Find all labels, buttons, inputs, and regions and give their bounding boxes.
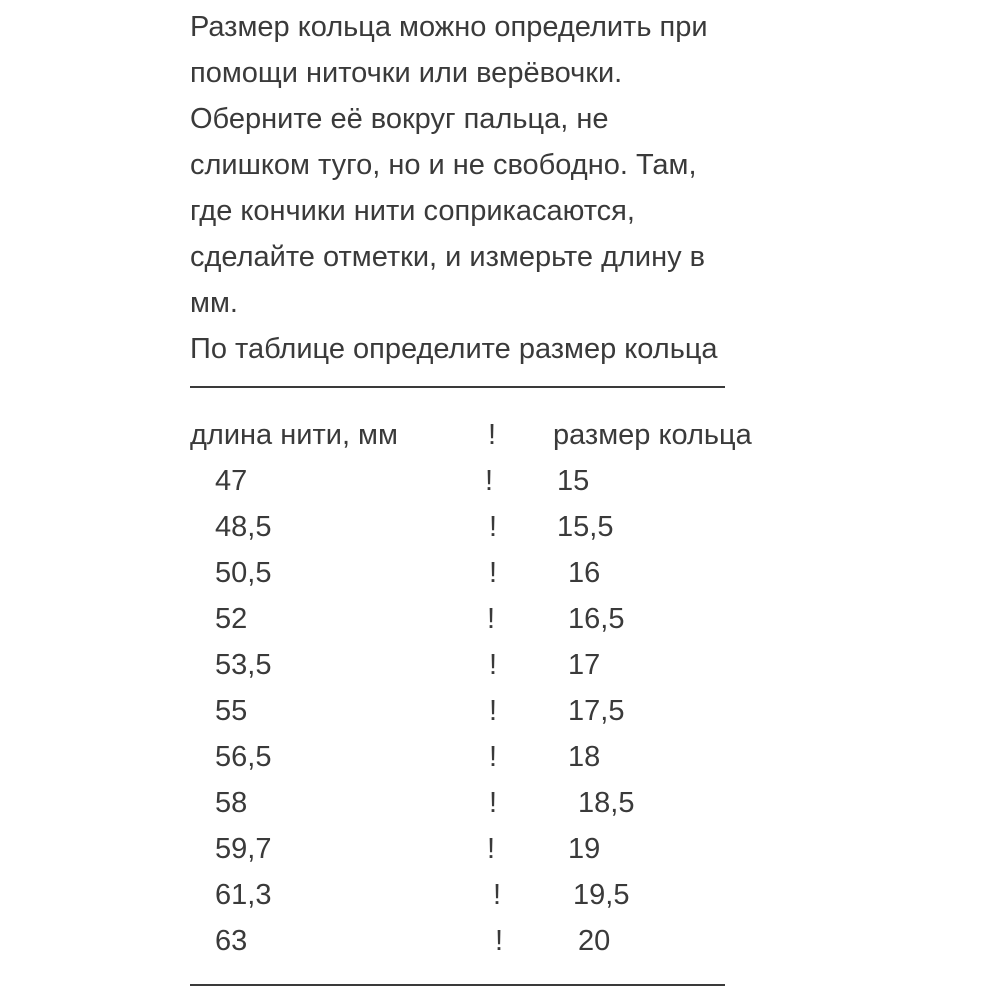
table-row: 48,5! 15,5 (0, 504, 1000, 550)
text-line: помощи ниточки или верёвочки. (190, 57, 623, 89)
thread-length-cell: 58 (215, 787, 248, 819)
separator-cell: ! (489, 511, 498, 543)
text-line: слишком туго, но и не свободно. Там, (190, 149, 697, 181)
separator-cell: ! (493, 879, 502, 911)
thread-length-cell: 52 (215, 603, 248, 635)
thread-length-cell: 53,5 (215, 649, 272, 681)
table-row: 63! 20 (0, 918, 1000, 964)
thread-length-cell: 59,7 (215, 833, 272, 865)
ring-size-cell: 17,5 (568, 695, 625, 727)
table-header: длина нити, мм ! размер кольца (0, 412, 1000, 458)
ring-size-cell: 17 (568, 649, 601, 681)
text-line: мм. (190, 287, 238, 319)
separator-cell: ! (489, 649, 498, 681)
separator-cell: ! (487, 833, 496, 865)
table-row: 58! 18,5 (0, 780, 1000, 826)
separator-cell: ! (489, 695, 498, 727)
thread-length-cell: 63 (215, 925, 248, 957)
separator-cell: ! (489, 741, 498, 773)
table-row: 53,5! 17 (0, 642, 1000, 688)
ring-size-cell: 19 (568, 833, 601, 865)
table-row: 52! 16,5 (0, 596, 1000, 642)
text-line: сделайте отметки, и измерьте длину в (190, 241, 706, 273)
text-line: Размер кольца можно определить при (190, 11, 708, 43)
separator-cell: ! (485, 465, 494, 497)
ring-size-cell: 18,5 (578, 787, 635, 819)
separator-cell: ! (489, 557, 498, 589)
text-line: где кончики нити соприкасаются, (190, 195, 635, 227)
thread-length-cell: 56,5 (215, 741, 272, 773)
ring-size-cell: 15 (557, 465, 590, 497)
text-line: По таблице определите размер кольца (190, 333, 718, 365)
thread-length-cell: 48,5 (215, 511, 272, 543)
text-line: Оберните её вокруг пальца, не (190, 103, 609, 135)
thread-length-cell: 55 (215, 695, 248, 727)
table-row: 50,5! 16 (0, 550, 1000, 596)
separator-cell: ! (489, 787, 498, 819)
instructions-text: Размер кольца можно определить при помощ… (190, 4, 830, 372)
bottom-divider (190, 984, 725, 986)
ring-size-cell: 19,5 (573, 879, 630, 911)
thread-length-cell: 50,5 (215, 557, 272, 589)
table-row: 59,7! 19 (0, 826, 1000, 872)
ring-size-cell: 18 (568, 741, 601, 773)
separator-cell: ! (487, 603, 496, 635)
table-row: 61,3! 19,5 (0, 872, 1000, 918)
separator-cell: ! (495, 925, 504, 957)
header-thread-length: длина нити, мм (190, 419, 398, 451)
ring-size-cell: 20 (578, 925, 611, 957)
ring-size-cell: 16 (568, 557, 601, 589)
table-row: 47! 15 (0, 458, 1000, 504)
top-divider (190, 386, 725, 388)
header-separator: ! (488, 419, 497, 451)
thread-length-cell: 47 (215, 465, 248, 497)
thread-length-cell: 61,3 (215, 879, 272, 911)
table-row: 55! 17,5 (0, 688, 1000, 734)
ring-size-cell: 15,5 (557, 511, 614, 543)
header-ring-size: размер кольца (553, 419, 752, 451)
table-row: 56,5! 18 (0, 734, 1000, 780)
ring-size-cell: 16,5 (568, 603, 625, 635)
